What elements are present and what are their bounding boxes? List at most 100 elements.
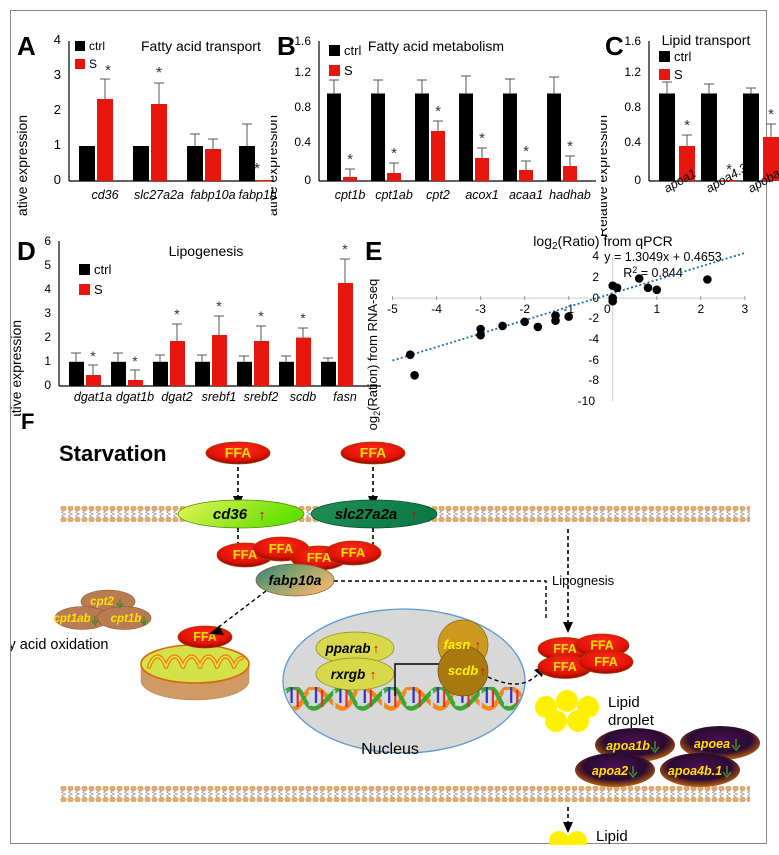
svg-text:fabp10a: fabp10a (269, 572, 322, 588)
svg-text:cpt2: cpt2 (426, 188, 450, 202)
svg-text:cpt1b: cpt1b (111, 613, 142, 625)
svg-text:scdb: scdb (290, 390, 316, 404)
svg-text:FFA: FFA (269, 541, 294, 556)
svg-text:*: * (216, 298, 222, 314)
svg-text:*: * (174, 306, 180, 322)
svg-text:*: * (132, 353, 138, 369)
svg-text:FFA: FFA (594, 655, 618, 669)
svg-text:droplet: droplet (608, 712, 655, 729)
svg-text:dgat1b: dgat1b (116, 390, 154, 404)
svg-text:1.6: 1.6 (294, 34, 311, 48)
svg-text:Relative expression: Relative expression (14, 115, 30, 216)
svg-text:-2: -2 (519, 302, 530, 316)
svg-text:apoa4b.1: apoa4b.1 (668, 764, 722, 778)
svg-text:scdb: scdb (448, 663, 478, 678)
svg-text:S: S (344, 63, 353, 78)
svg-text:FFA: FFA (553, 660, 577, 674)
svg-text:fabp10a: fabp10a (190, 188, 235, 202)
svg-text:↑: ↑ (475, 638, 481, 652)
svg-text:S: S (674, 67, 683, 82)
svg-text:Lipogenesis: Lipogenesis (169, 243, 244, 259)
svg-text:2: 2 (54, 102, 61, 117)
svg-text:E: E (365, 236, 382, 266)
svg-text:cpt2: cpt2 (90, 596, 114, 608)
svg-text:2: 2 (44, 330, 51, 344)
svg-text:y = 1.3049x + 0.4653: y = 1.3049x + 0.4653 (604, 250, 722, 264)
svg-text:hadhab: hadhab (549, 188, 591, 202)
svg-text:apoa1b: apoa1b (606, 739, 650, 753)
svg-text:Starvation: Starvation (59, 441, 167, 466)
svg-text:Lipid: Lipid (596, 828, 628, 845)
svg-text:Relative expression: Relative expression (271, 115, 280, 216)
svg-text:6: 6 (44, 234, 51, 248)
svg-text:*: * (342, 241, 348, 257)
svg-text:0.4: 0.4 (624, 135, 641, 149)
svg-text:↑: ↑ (373, 641, 380, 656)
svg-text:Fatty acid metabolism: Fatty acid metabolism (368, 38, 504, 54)
svg-text:1: 1 (54, 137, 61, 152)
svg-text:slc27a2a: slc27a2a (335, 506, 398, 523)
svg-text:Lipid: Lipid (608, 694, 640, 711)
svg-text:B: B (277, 31, 296, 61)
svg-text:*: * (435, 103, 441, 120)
svg-text:dgat1a: dgat1a (74, 390, 112, 404)
svg-text:pparab: pparab (324, 641, 370, 656)
svg-text:FFA: FFA (553, 642, 577, 656)
svg-text:ctrl: ctrl (89, 39, 105, 53)
svg-text:srebf2: srebf2 (244, 390, 279, 404)
svg-text:0.8: 0.8 (294, 100, 311, 114)
svg-text:1.2: 1.2 (294, 65, 311, 79)
svg-text:Lipognesis: Lipognesis (552, 573, 615, 588)
svg-text:A: A (17, 31, 36, 61)
svg-text:3: 3 (742, 302, 749, 316)
svg-text:-6: -6 (588, 353, 599, 367)
svg-text:1: 1 (653, 302, 660, 316)
svg-text:4: 4 (592, 249, 599, 263)
svg-text:2: 2 (592, 270, 599, 284)
svg-text:-8: -8 (588, 373, 599, 387)
svg-text:*: * (258, 308, 264, 324)
svg-text:FFA: FFA (307, 550, 332, 565)
svg-text:*: * (254, 161, 260, 178)
svg-text:*: * (105, 62, 111, 79)
svg-text:fasn: fasn (333, 390, 357, 404)
svg-text:1: 1 (44, 354, 51, 368)
svg-text:4: 4 (54, 32, 61, 47)
svg-text:acox1: acox1 (465, 188, 498, 202)
svg-text:4: 4 (44, 282, 51, 296)
svg-text:*: * (156, 65, 162, 82)
svg-text:dgat2: dgat2 (161, 390, 192, 404)
svg-text:*: * (300, 310, 306, 326)
svg-text:srebf1: srebf1 (202, 390, 237, 404)
svg-text:↑: ↑ (480, 664, 486, 678)
svg-text:0: 0 (44, 378, 51, 392)
svg-text:FFA: FFA (341, 545, 366, 560)
svg-text:ctrl: ctrl (94, 262, 111, 277)
svg-text:0.4: 0.4 (294, 135, 311, 149)
svg-text:FFA: FFA (225, 445, 251, 461)
svg-text:cd36: cd36 (91, 188, 118, 202)
svg-text:3: 3 (44, 306, 51, 320)
svg-text:apoa2: apoa2 (592, 764, 628, 778)
svg-text:cd36: cd36 (213, 506, 248, 523)
svg-text:apoea: apoea (694, 737, 730, 751)
svg-text:cpt1b: cpt1b (335, 188, 366, 202)
svg-text:2: 2 (697, 302, 704, 316)
svg-text:↑: ↑ (410, 507, 418, 524)
svg-text:Relative expression: Relative expression (11, 320, 24, 416)
svg-text:Nucleus: Nucleus (361, 741, 419, 758)
svg-text:Lipid transport: Lipid transport (662, 32, 751, 48)
svg-text:F: F (21, 409, 34, 434)
svg-text:R2 = 0.844: R2 = 0.844 (623, 265, 683, 280)
svg-text:-2: -2 (588, 311, 599, 325)
svg-text:*: * (768, 106, 774, 123)
svg-text:S: S (94, 282, 103, 297)
svg-text:Fatty acid oxidation: Fatty acid oxidation (11, 637, 108, 653)
svg-text:0: 0 (54, 172, 61, 187)
svg-text:-4: -4 (431, 302, 442, 316)
svg-text:3: 3 (54, 67, 61, 82)
svg-text:*: * (567, 138, 573, 155)
svg-text:C: C (605, 31, 624, 61)
svg-text:ctrl: ctrl (344, 43, 361, 58)
svg-text:0: 0 (634, 173, 641, 187)
